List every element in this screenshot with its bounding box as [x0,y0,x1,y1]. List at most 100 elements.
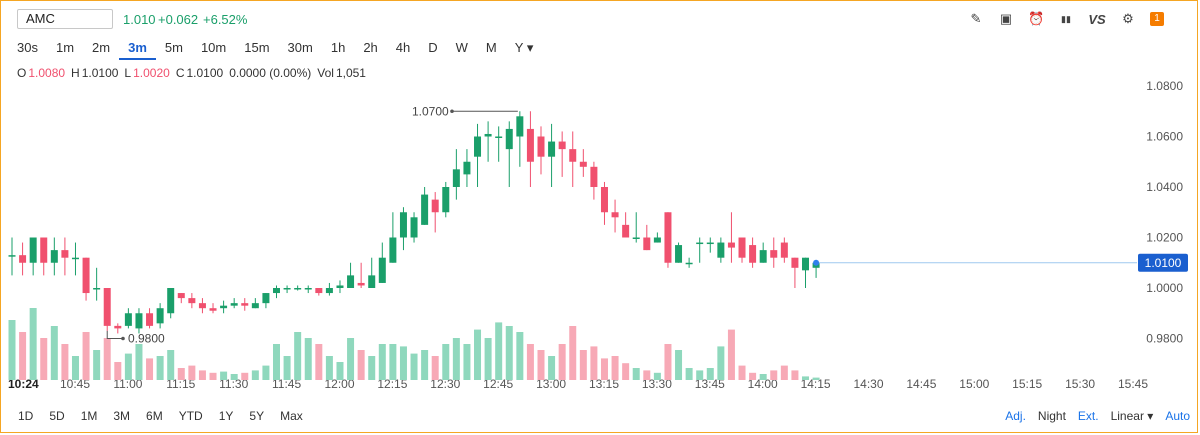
candle-body [378,257,386,283]
pencil-icon[interactable]: ✎ [970,11,982,26]
volume-bar [632,368,640,380]
volume-bar [780,365,788,380]
open-label: O [17,66,27,80]
tab-5m[interactable]: 5m [164,40,183,55]
candle-body [209,308,217,311]
change-value: 0.0000 (0.00%) [229,66,312,80]
volume-bar [124,353,132,380]
range-6m[interactable]: 6M [146,409,163,423]
range-1d[interactable]: 1D [18,409,34,423]
x-tick-label: 13:30 [642,377,672,391]
volume-bar [135,344,143,380]
candle-body [802,257,809,271]
candle-body [93,288,101,290]
adjusted-toggle[interactable]: Adj. [1005,409,1026,423]
volume-bar [251,370,259,380]
volume-value: 1,051 [335,66,366,80]
price-change: +0.062 [158,12,199,27]
candlestick-chart[interactable]: 1.0800 1.0600 1.0400 1.0200 1.0000 0.9800 10:2… [0,70,1200,395]
x-tick-label: 11:30 [219,377,248,391]
volume-bar [198,370,206,380]
tab-10m[interactable]: 10m [200,40,227,55]
high-annotation-dot [450,109,454,114]
high-annotation-label: 1.0700 [412,104,449,118]
extended-toggle[interactable]: Ext. [1077,409,1099,423]
chart-type-icon[interactable]: ▣ [999,11,1013,26]
candle-body [653,237,661,243]
candle-body [421,194,429,225]
candle-body [188,298,196,304]
badge-icon[interactable]: 1 [1150,12,1164,26]
tab-2m[interactable]: 2m [92,40,111,55]
range-5y[interactable]: 5Y [249,409,265,423]
scale-dropdown[interactable]: Linear ▾ [1110,409,1154,423]
volume-bar [474,329,482,380]
candle-body [103,288,111,326]
tab-1m[interactable]: 1m [55,40,75,55]
tab-30m[interactable]: 30m [287,40,313,55]
candle-body [241,303,249,306]
volume-bar [241,372,249,380]
volume-bar [431,356,439,380]
open-value: 1.0080 [28,66,66,80]
alarm-icon[interactable]: ⏰ [1028,11,1045,26]
volume-bar [526,344,534,380]
candle-body [40,237,48,263]
range-5d[interactable]: 5D [49,409,65,423]
tab-15m[interactable]: 15m [244,40,270,55]
candle-body [474,136,482,157]
volume-label: Vol [317,66,334,80]
candle-body [579,161,587,167]
volume-bar [706,368,714,380]
x-tick-label: 15:00 [959,377,989,391]
symbol-input[interactable]: AMC [17,9,113,29]
last-price-dot [813,259,820,266]
x-tick-label: 14:15 [801,377,831,391]
volume-bar [622,363,630,380]
x-tick-label: 12:30 [430,377,460,391]
x-tick-label: 11:15 [166,377,195,391]
candle-body [304,288,312,290]
tab-day[interactable]: D [428,40,438,55]
candle-body [696,242,704,245]
auto-toggle[interactable]: Auto [1165,409,1190,423]
tab-month[interactable]: M [485,40,497,55]
candle-body [600,187,608,213]
range-1m[interactable]: 1M [80,409,98,423]
tab-4h[interactable]: 4h [395,40,411,55]
close-label: C [175,66,185,80]
volume-bar [812,377,820,380]
candle-body [569,149,577,162]
volume-bar [294,332,302,380]
volume-bar [347,338,355,380]
x-tick-label: 14:30 [853,377,883,391]
compare-icon[interactable]: VS [1088,11,1106,27]
tab-1h[interactable]: 1h [330,40,346,55]
volume-bar [675,350,683,380]
range-3m[interactable]: 3M [113,409,131,423]
candle-body [526,128,534,162]
tab-2h[interactable]: 2h [363,40,378,55]
volume-bar [664,344,672,380]
tab-year-dropdown[interactable]: Y ▾ [514,40,534,55]
range-1y[interactable]: 1Y [218,409,234,423]
candle-body [124,313,132,326]
volume-bar [452,338,460,380]
tab-3m[interactable]: 3m [119,38,156,60]
volume-bar [93,350,101,380]
candle-body [230,303,238,306]
x-tick-label: 13:45 [695,377,725,391]
range-ytd[interactable]: YTD [178,409,203,423]
volume-bar [579,350,587,380]
night-toggle[interactable]: Night [1037,409,1066,423]
x-tick-label: 10:24 [8,377,39,391]
candle-body [780,242,788,258]
range-max[interactable]: Max [280,409,303,423]
settings-icon[interactable]: ⚙ [1122,11,1134,26]
tab-week[interactable]: W [455,40,468,55]
candle-body [114,325,122,329]
candle-body [622,224,630,238]
tab-30s[interactable]: 30s [17,40,38,55]
candles-icon[interactable]: ▮▮ [1061,13,1071,24]
